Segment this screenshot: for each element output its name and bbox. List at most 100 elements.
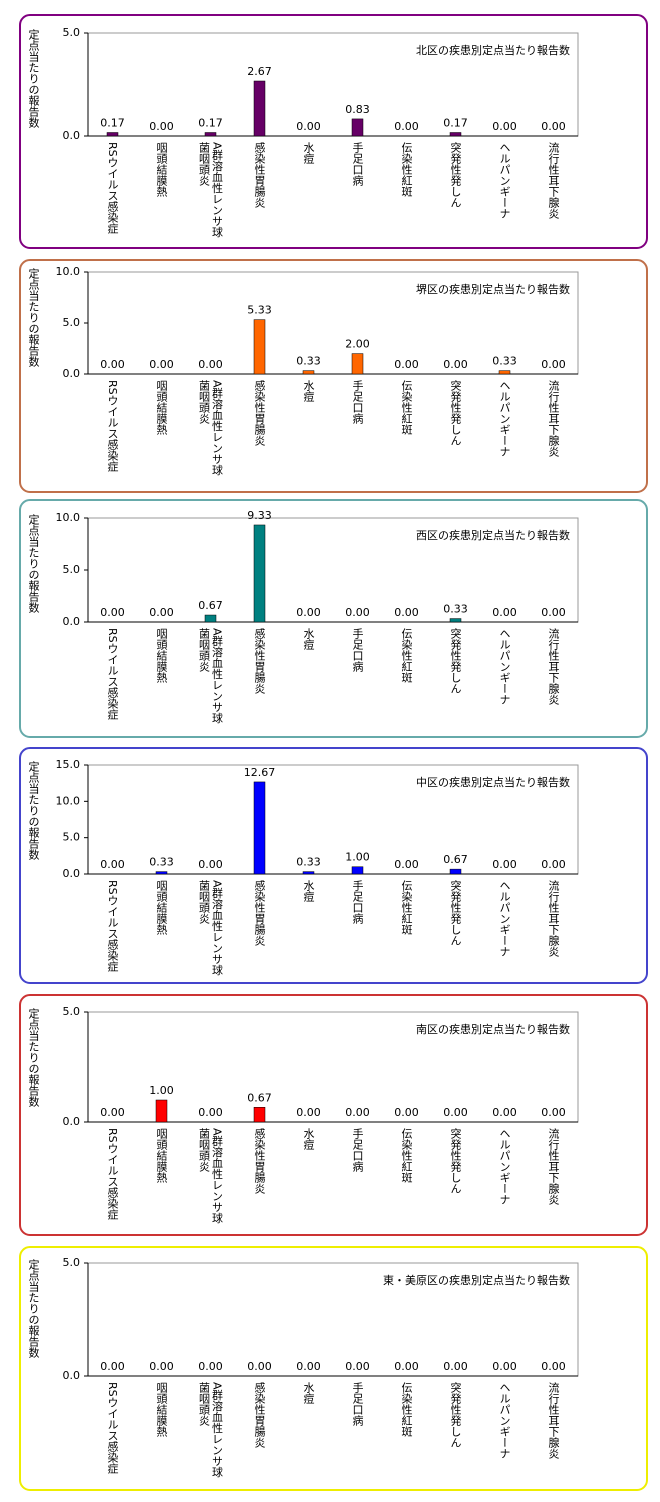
bar — [204, 614, 217, 623]
y-axis-label: 定点当たりの報告数 — [27, 1259, 40, 1358]
value-label: 0.00 — [394, 358, 419, 371]
value-label: 0.00 — [345, 1360, 370, 1373]
x-tick-label: 咽頭結膜熱 — [155, 880, 168, 935]
x-tick-label: A群溶血性レンサ球菌咽頭炎 — [197, 628, 224, 724]
x-tick-label: 突発性発しん — [449, 1382, 462, 1448]
value-label: 0.00 — [492, 606, 517, 619]
bar — [449, 618, 462, 623]
panel-frame — [19, 259, 648, 493]
value-label: 0.67 — [247, 1091, 272, 1104]
y-tick-label: 5.0 — [63, 26, 81, 39]
value-label: 0.00 — [198, 358, 223, 371]
bar — [253, 80, 266, 137]
x-tick-label: 咽頭結膜熱 — [155, 1382, 168, 1437]
x-tick-label: 水痘 — [302, 380, 315, 402]
chart-title: 北区の疾患別定点当たり報告数 — [416, 43, 570, 57]
x-tick-label: RSウイルス感染症 — [106, 628, 119, 720]
y-axis-label: 定点当たりの報告数 — [27, 1008, 40, 1107]
x-tick-label: 突発性発しん — [449, 1128, 462, 1194]
x-tick-label: 突発性発しん — [449, 142, 462, 208]
bar — [449, 132, 462, 137]
y-axis-label: 定点当たりの報告数 — [27, 514, 40, 613]
value-label: 0.00 — [100, 1360, 125, 1373]
y-tick-label: 15.0 — [56, 758, 81, 771]
x-tick-label: 手足口病 — [351, 628, 364, 672]
bar — [155, 1099, 168, 1123]
bar — [253, 781, 266, 875]
value-label: 0.67 — [198, 599, 223, 612]
x-tick-label: ヘルパンギーナ — [498, 1128, 511, 1205]
value-label: 0.00 — [443, 358, 468, 371]
plot-area — [87, 517, 579, 623]
y-tick-label: 10.0 — [56, 794, 81, 807]
x-tick-label: 手足口病 — [351, 142, 364, 186]
x-tick-label: 水痘 — [302, 628, 315, 650]
y-tick-label: 5.0 — [63, 831, 81, 844]
value-label: 0.00 — [198, 1360, 223, 1373]
bar — [302, 871, 315, 875]
value-label: 0.00 — [296, 1360, 321, 1373]
value-label: 0.00 — [198, 1106, 223, 1119]
x-tick-label: 伝染性紅斑 — [400, 880, 413, 935]
y-axis-label: 定点当たりの報告数 — [27, 29, 40, 128]
x-tick-label: 伝染性紅斑 — [400, 628, 413, 683]
chart-title: 東・美原区の疾患別定点当たり報告数 — [383, 1273, 570, 1287]
x-tick-label: 水痘 — [302, 142, 315, 164]
bar — [204, 132, 217, 137]
x-tick-label: 水痘 — [302, 880, 315, 902]
x-tick-label: 感染性胃腸炎 — [253, 1128, 266, 1194]
y-tick-label: 10.0 — [56, 265, 81, 278]
value-label: 0.00 — [541, 858, 566, 871]
x-tick-label: ヘルパンギーナ — [498, 1382, 511, 1459]
x-tick-label: A群溶血性レンサ球菌咽頭炎 — [197, 380, 224, 476]
value-label: 0.67 — [443, 853, 468, 866]
bar — [253, 319, 266, 375]
x-tick-label: 手足口病 — [351, 1382, 364, 1426]
y-tick-label: 5.0 — [63, 316, 81, 329]
chart-title: 堺区の疾患別定点当たり報告数 — [416, 282, 570, 296]
x-tick-label: 伝染性紅斑 — [400, 1382, 413, 1437]
bar — [351, 866, 364, 875]
chart-title: 西区の疾患別定点当たり報告数 — [416, 528, 570, 542]
bar — [253, 1107, 266, 1123]
x-tick-label: 咽頭結膜熱 — [155, 142, 168, 197]
value-label: 5.33 — [247, 304, 272, 317]
chart-title: 中区の疾患別定点当たり報告数 — [416, 775, 570, 789]
x-tick-label: 流行性耳下腺炎 — [547, 628, 560, 705]
value-label: 0.00 — [443, 1360, 468, 1373]
value-label: 0.00 — [492, 1106, 517, 1119]
value-label: 0.00 — [394, 120, 419, 133]
value-label: 0.00 — [394, 1106, 419, 1119]
x-tick-label: 感染性胃腸炎 — [253, 880, 266, 946]
x-tick-label: 突発性発しん — [449, 880, 462, 946]
value-label: 0.00 — [296, 606, 321, 619]
value-label: 9.33 — [247, 509, 272, 522]
x-tick-label: 伝染性紅斑 — [400, 142, 413, 197]
value-label: 0.00 — [149, 120, 174, 133]
value-label: 0.00 — [492, 1360, 517, 1373]
panel-frame — [19, 994, 648, 1236]
bar — [498, 370, 511, 375]
value-label: 0.00 — [296, 120, 321, 133]
value-label: 0.00 — [541, 1360, 566, 1373]
y-tick-label: 5.0 — [63, 1256, 81, 1269]
x-tick-label: A群溶血性レンサ球菌咽頭炎 — [197, 1382, 224, 1478]
value-label: 0.00 — [394, 606, 419, 619]
plot-area — [87, 1262, 579, 1377]
plot-area — [87, 271, 579, 375]
x-tick-label: 流行性耳下腺炎 — [547, 1128, 560, 1205]
panel-frame — [19, 747, 648, 984]
x-tick-label: A群溶血性レンサ球菌咽頭炎 — [197, 142, 224, 238]
x-tick-label: 感染性胃腸炎 — [253, 628, 266, 694]
x-tick-label: ヘルパンギーナ — [498, 628, 511, 705]
value-label: 0.33 — [443, 603, 468, 616]
x-tick-label: RSウイルス感染症 — [106, 880, 119, 972]
y-tick-label: 5.0 — [63, 563, 81, 576]
x-tick-label: A群溶血性レンサ球菌咽頭炎 — [197, 880, 224, 976]
value-label: 0.00 — [149, 1360, 174, 1373]
x-tick-label: 咽頭結膜熱 — [155, 380, 168, 435]
plot-area — [87, 764, 579, 875]
value-label: 0.83 — [345, 103, 370, 116]
value-label: 0.00 — [541, 606, 566, 619]
x-tick-label: 感染性胃腸炎 — [253, 142, 266, 208]
